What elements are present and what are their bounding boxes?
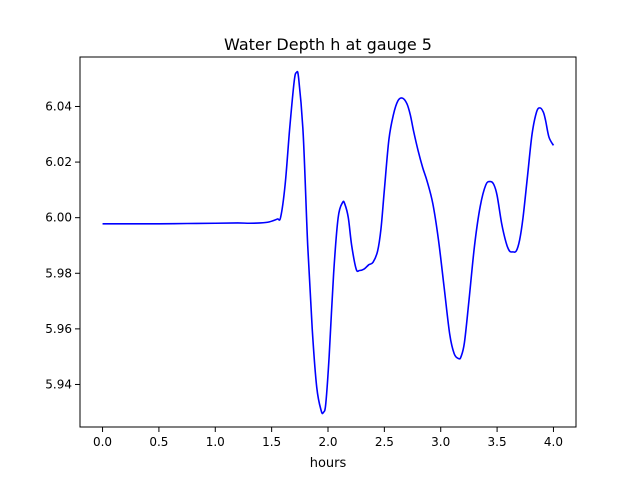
- x-tick-label: 1.5: [262, 435, 281, 449]
- x-tick-label: 2.5: [375, 435, 394, 449]
- y-tick-label: 5.94: [45, 377, 72, 391]
- x-tick-label: 0.0: [93, 435, 112, 449]
- series-line-water-depth: [102, 70, 555, 415]
- x-tick-label: 4.0: [544, 435, 563, 449]
- y-tick-label: 5.96: [45, 322, 72, 336]
- y-tick-label: 6.02: [45, 155, 72, 169]
- x-axis-label: hours: [310, 456, 347, 471]
- chart-title: Water Depth h at gauge 5: [224, 35, 432, 54]
- x-tick-label: 2.0: [318, 435, 337, 449]
- x-tick-label: 1.0: [206, 435, 225, 449]
- x-tick-label: 3.5: [488, 435, 507, 449]
- y-tick-label: 5.98: [45, 266, 72, 280]
- y-tick-label: 6.04: [45, 99, 72, 113]
- x-tick-label: 3.0: [431, 435, 450, 449]
- y-tick-label: 6.00: [45, 211, 72, 225]
- x-tick-label: 0.5: [149, 435, 168, 449]
- x-axis: 0.0 0.5 1.0 1.5 2.0 2.5 3.0 3.5 4.0: [93, 427, 563, 449]
- y-axis: 5.94 5.96 5.98 6.00 6.02 6.04: [45, 99, 80, 391]
